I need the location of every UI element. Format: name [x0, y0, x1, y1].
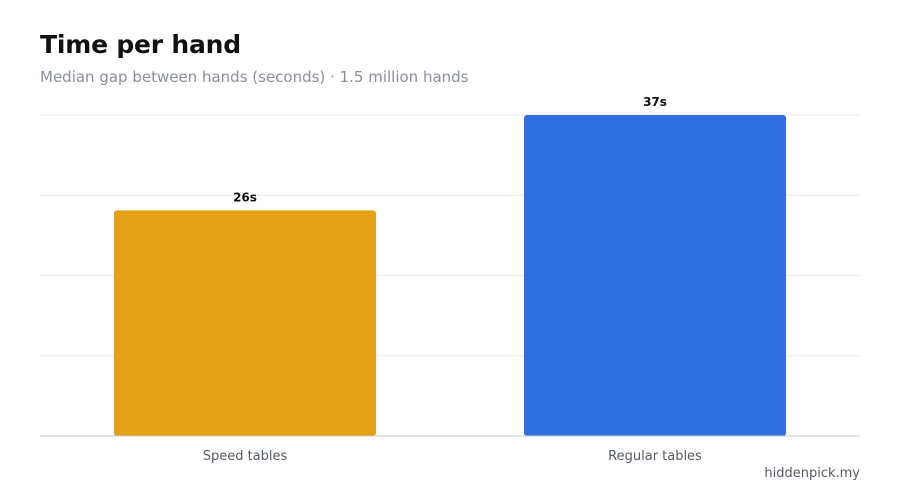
- data-label: 26s: [233, 190, 257, 204]
- bars: [114, 115, 786, 436]
- x-tick-label: Regular tables: [608, 449, 702, 464]
- bar-regular-tables: [524, 115, 786, 436]
- x-tick-label: Speed tables: [203, 449, 288, 464]
- data-label: 37s: [643, 95, 667, 109]
- bar-speed-tables: [114, 210, 376, 436]
- chart-subtitle: Median gap between hands (seconds) · 1.5…: [40, 68, 469, 86]
- source-credit: hiddenpick.my: [764, 466, 860, 481]
- labels: 26s Speed tables 37s Regular tables: [203, 95, 702, 464]
- chart-title: Time per hand: [40, 30, 241, 59]
